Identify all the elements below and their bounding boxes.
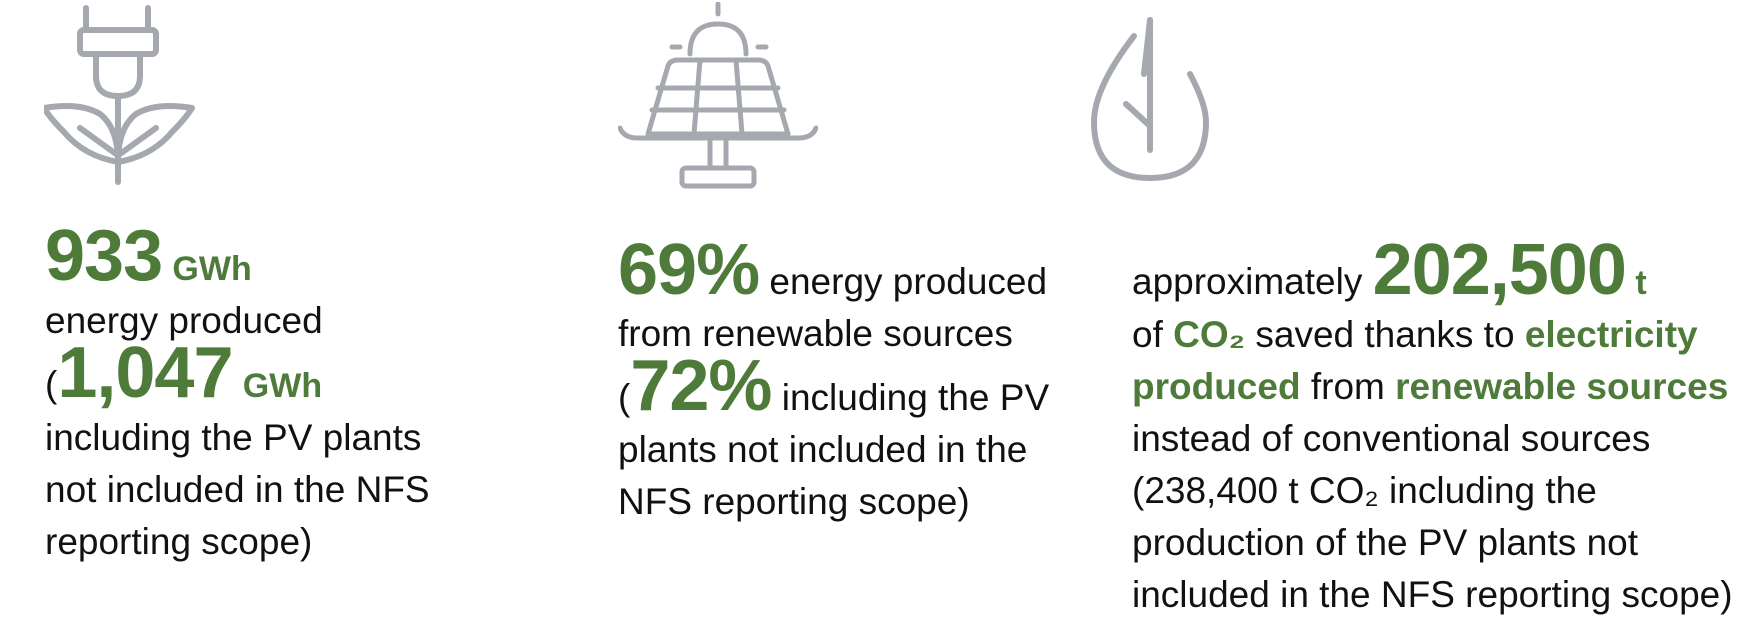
renewable-note-3: NFS reporting scope) — [618, 481, 970, 522]
renewable-label-1: energy produced — [759, 261, 1048, 302]
open-paren: ( — [618, 377, 631, 418]
co2-note-2: (238,400 t CO₂ including the — [1132, 470, 1597, 511]
stat-energy-produced: 933 GWh energy produced (1,047 GWh inclu… — [45, 220, 430, 568]
renewable-label-2: from renewable sources — [618, 313, 1013, 354]
co2-electricity: electricity — [1524, 314, 1698, 355]
energy-unit-total: GWh — [242, 367, 323, 405]
renewable-value: 69% — [618, 230, 760, 310]
co2-prefix: approximately — [1132, 261, 1373, 302]
co2-produced: produced — [1132, 366, 1301, 407]
renewable-note-2: plants not included in the — [618, 429, 1028, 470]
co2-note-4: included in the NFS reporting scope) — [1132, 574, 1733, 615]
co2-unit: t — [1625, 264, 1647, 302]
co2-note-1: instead of conventional sources — [1132, 418, 1651, 459]
energy-note-3: reporting scope) — [45, 521, 313, 562]
co2-symbol: CO₂ — [1173, 314, 1246, 355]
water-drop-icon — [1090, 14, 1210, 184]
stat-renewable-share: 69% energy produced from renewable sourc… — [618, 234, 1050, 528]
co2-note-3: production of the PV plants not — [1132, 522, 1639, 563]
co2-from: from — [1300, 366, 1396, 407]
co2-of: of — [1132, 314, 1174, 355]
energy-note-1: including the PV plants — [45, 417, 422, 458]
co2-renewable: renewable sources — [1395, 366, 1729, 407]
energy-label: energy produced — [45, 300, 323, 341]
energy-unit: GWh — [172, 250, 252, 288]
co2-value: 202,500 — [1372, 230, 1627, 310]
renewable-value-total: 72% — [630, 346, 772, 426]
energy-note-2: not included in the NFS — [45, 469, 430, 510]
renewable-note-1: including the PV — [771, 377, 1050, 418]
energy-value: 933 — [45, 216, 163, 296]
open-paren: ( — [45, 364, 58, 405]
plug-leaf-icon — [44, 4, 224, 186]
energy-value-total: 1,047 — [57, 333, 233, 413]
stat-co2-saved: approximately 202,500 t of CO₂ saved tha… — [1132, 234, 1733, 621]
solar-panel-icon — [618, 2, 818, 192]
co2-saved-text: saved thanks to — [1245, 314, 1525, 355]
